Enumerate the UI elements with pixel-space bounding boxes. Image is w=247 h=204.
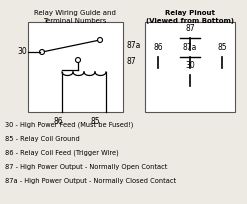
Text: 87a - High Power Output - Normally Closed Contact: 87a - High Power Output - Normally Close… (5, 178, 176, 184)
Text: 86 - Relay Coil Feed (Trigger Wire): 86 - Relay Coil Feed (Trigger Wire) (5, 150, 119, 156)
Text: 87: 87 (126, 58, 136, 67)
Text: 85: 85 (90, 117, 100, 126)
Bar (28, 22, 123, 112)
Text: 85: 85 (217, 43, 227, 52)
Text: 86: 86 (53, 117, 63, 126)
Text: 87 - High Power Output - Normally Open Contact: 87 - High Power Output - Normally Open C… (5, 164, 167, 170)
Text: 87a: 87a (183, 43, 197, 52)
Text: 86: 86 (153, 43, 163, 52)
Text: 30: 30 (17, 48, 27, 57)
Text: 30: 30 (185, 61, 195, 70)
Text: 87a: 87a (126, 41, 140, 50)
Text: 30 - High Power Feed (Must be Fused!): 30 - High Power Feed (Must be Fused!) (5, 122, 133, 129)
Bar (145, 22, 235, 112)
Text: Relay Wiring Guide and
Terminal Numbers: Relay Wiring Guide and Terminal Numbers (34, 10, 116, 24)
Text: 85 - Relay Coil Ground: 85 - Relay Coil Ground (5, 136, 80, 142)
Text: 87: 87 (185, 24, 195, 33)
Text: Relay Pinout
(Viewed from Bottom): Relay Pinout (Viewed from Bottom) (146, 10, 234, 24)
